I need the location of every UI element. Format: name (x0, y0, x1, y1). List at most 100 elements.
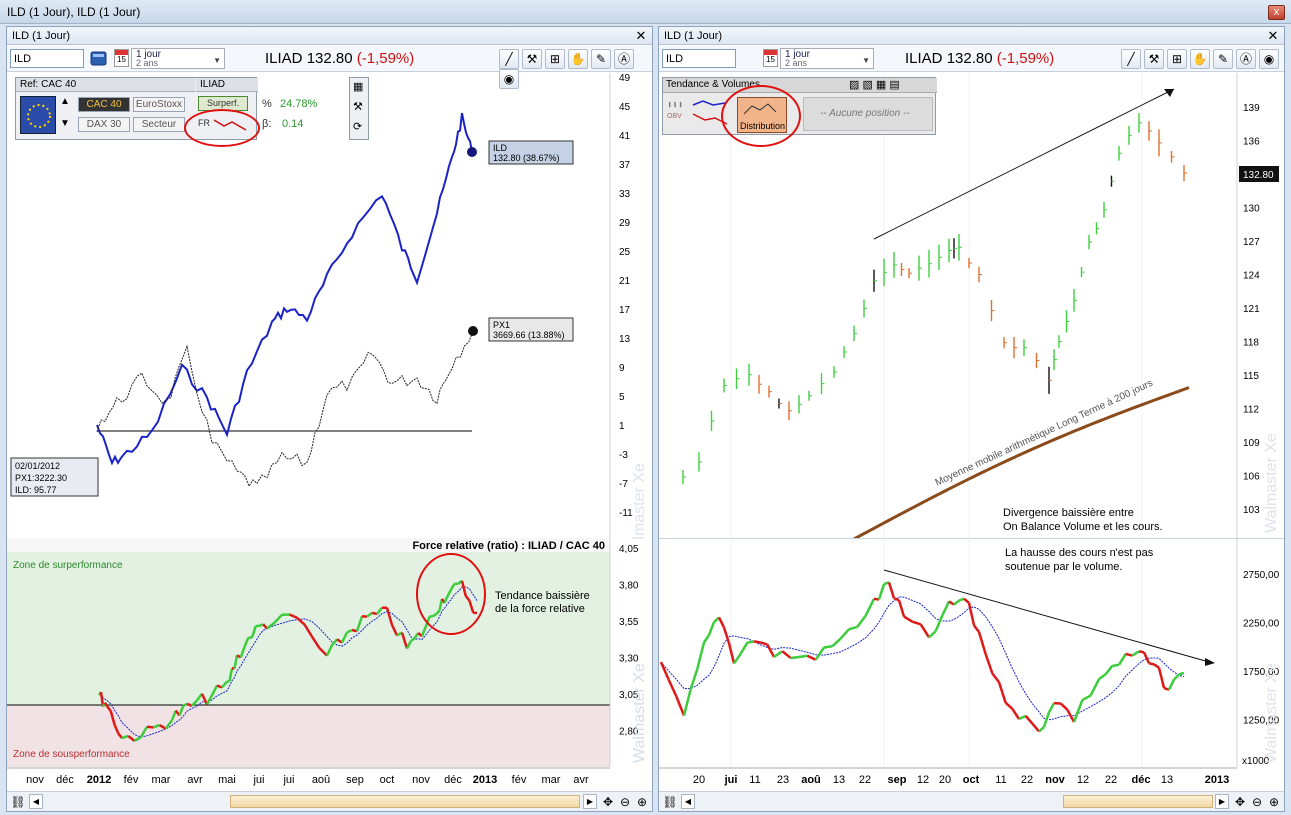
x-axis-label: 12 (917, 774, 929, 786)
hand-icon[interactable]: ✋ (568, 49, 588, 69)
zoom-in-icon[interactable]: ⊕ (1268, 795, 1280, 809)
line-tool-icon[interactable]: ╱ (1121, 49, 1141, 69)
rs-segment (228, 668, 234, 682)
y-tick-label: -3 (619, 450, 628, 461)
obv-segment (1081, 694, 1092, 702)
pencil-icon[interactable]: ✎ (1213, 49, 1233, 69)
wrench-icon[interactable]: ⚒ (353, 101, 363, 113)
obv-segment (1148, 662, 1155, 666)
left-scrollbar[interactable]: ⛓ ◀ ▶ ✥ ⊖ ⊕ (7, 791, 652, 811)
down-arrow-icon[interactable]: ▼ (60, 118, 70, 129)
right-toolbar: 15 1 jour 2 ans ▼ ILIAD 132.80 (-1,59%) … (659, 46, 1284, 72)
rs-segment (405, 640, 412, 650)
left-quote: ILIAD 132.80 (-1,59%) (265, 50, 414, 67)
annotation-circle (721, 85, 801, 147)
link-icon[interactable]: ⛓ (10, 795, 26, 809)
rs-segment (158, 723, 167, 730)
link-icon[interactable]: ⛓ (662, 795, 678, 809)
x-axis-label: jui (252, 774, 264, 786)
rs-segment (420, 626, 427, 637)
book-icon[interactable] (89, 49, 109, 68)
magnify-icon[interactable]: ◉ (1259, 49, 1279, 69)
scroll-left-icon[interactable]: ◀ (29, 794, 43, 809)
obv-segment (1117, 653, 1127, 666)
obv-segment (963, 597, 970, 604)
hammer-icon[interactable]: ⚒ (522, 49, 542, 69)
chart-type-icons[interactable]: ▨ ▧ ▦ ▤ (849, 79, 900, 91)
calendar-small-icon[interactable]: ▦ (353, 81, 364, 93)
scroll-right-icon[interactable]: ▶ (583, 794, 597, 809)
zoom-out-icon[interactable]: ⊖ (619, 795, 631, 809)
calendar-icon[interactable]: 15 (763, 49, 778, 67)
left-symbol-input[interactable] (10, 49, 84, 68)
obv-segment (667, 679, 678, 697)
pencil-icon[interactable]: ✎ (591, 49, 611, 69)
obv-tick-label: 2750,00 (1243, 570, 1280, 581)
hand-icon[interactable]: ✋ (1190, 49, 1210, 69)
refresh-icon[interactable]: ⟳ (353, 121, 363, 133)
hammer-icon[interactable]: ⚒ (1144, 49, 1164, 69)
obv-segment (997, 681, 1007, 704)
y-axis-ticks: 49 45 41 37 33 29 25 21 17 13 9 5 1 -3 -7 -11 (619, 73, 633, 519)
right-scrollbar[interactable]: ⛓ ◀ ▶ ✥ ⊖ ⊕ (659, 791, 1284, 811)
dax30-button[interactable]: DAX 30 (78, 117, 130, 132)
obv-segment (1024, 715, 1034, 725)
obv-segment (973, 624, 980, 633)
rs-segment (429, 614, 434, 618)
y-tick-label: 9 (619, 363, 625, 374)
right-pane-close-icon[interactable]: ✕ (1267, 28, 1279, 43)
y-tick-label: 109 (1243, 438, 1260, 449)
line-tool-icon[interactable]: ╱ (499, 49, 519, 69)
rs-note-line1: Tendance baissière (495, 590, 590, 602)
right-symbol-input[interactable] (662, 49, 736, 68)
watermark-obv: Walmaster Xe (1263, 663, 1280, 763)
obv-segment (696, 642, 706, 670)
magnify-icon[interactable]: ◉ (499, 69, 519, 89)
scroll-right-icon[interactable]: ▶ (1215, 794, 1229, 809)
y-tick-label: 103 (1243, 505, 1260, 516)
indicator-icon[interactable]: ⊞ (1167, 49, 1187, 69)
secteur-button[interactable]: Secteur (133, 117, 185, 132)
x-axis-label: oct (963, 774, 980, 786)
zoom-out-icon[interactable]: ⊖ (1251, 795, 1263, 809)
rs-segment (273, 613, 283, 624)
obv-segment (689, 668, 699, 690)
period-main: 1 jour (785, 49, 811, 60)
left-pane-close-icon[interactable]: ✕ (635, 28, 647, 43)
calendar-icon[interactable]: 15 (114, 49, 129, 67)
volume-note-line1: La hausse des cours n'est pas (1005, 547, 1154, 559)
obv-segment (806, 654, 817, 661)
scroll-thumb[interactable] (230, 795, 580, 808)
obv-segment (1089, 678, 1101, 697)
right-period-select[interactable]: 1 jour 2 ans ▼ (780, 48, 874, 69)
ild-tag-value: 132.80 (38.67%) (493, 153, 560, 163)
alert-icon[interactable]: Ⓐ (614, 49, 634, 69)
scroll-left-icon[interactable]: ◀ (681, 794, 695, 809)
rs-segment (432, 612, 438, 618)
cac40-button[interactable]: CAC 40 (78, 97, 130, 112)
ild-tag: ILD 132.80 (38.67%) (488, 140, 574, 165)
move-icon[interactable]: ✥ (602, 795, 614, 809)
rs-segment (310, 635, 321, 649)
rs-segment (243, 637, 250, 648)
scroll-thumb[interactable] (1063, 795, 1213, 808)
eurostoxx-button[interactable]: EuroStoxx (133, 97, 185, 112)
alert-icon[interactable]: Ⓐ (1236, 49, 1256, 69)
pct-value: 24.78% (280, 98, 318, 110)
rs-segment (109, 710, 116, 725)
px1-tag-value: 3669.66 (13.88%) (493, 330, 565, 340)
obv-segment (984, 653, 994, 674)
obv-segment (766, 643, 776, 658)
x-axis-label: jui (724, 774, 738, 786)
left-period-select[interactable]: 1 jour 2 ans ▼ (131, 48, 225, 69)
move-icon[interactable]: ✥ (1234, 795, 1246, 809)
zoom-in-icon[interactable]: ⊕ (636, 795, 648, 809)
rs-segment (351, 628, 358, 633)
up-arrow-icon[interactable]: ▲ (60, 96, 70, 107)
rs-axis-ticks: 4,05 3,80 3,55 3,30 3,05 2,80 (619, 544, 639, 738)
eu-flag-icon[interactable] (20, 96, 56, 134)
rs-segment (117, 732, 123, 739)
window-close-button[interactable]: x (1268, 5, 1285, 20)
indicator-icon[interactable]: ⊞ (545, 49, 565, 69)
obv-segment (856, 614, 867, 628)
